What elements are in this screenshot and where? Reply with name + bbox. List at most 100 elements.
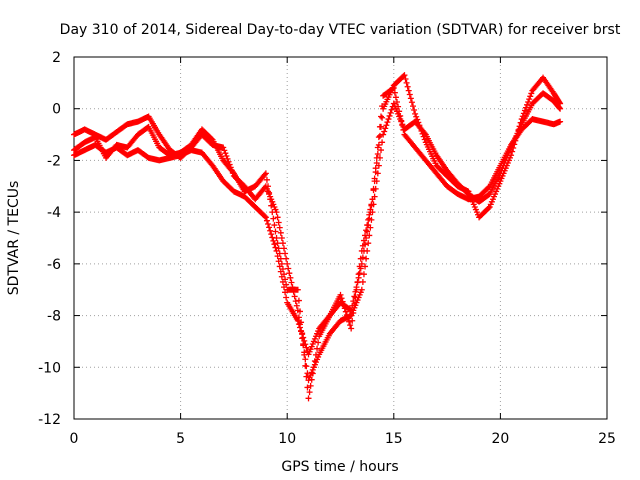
data-point bbox=[418, 127, 425, 134]
data-point bbox=[339, 298, 346, 305]
data-point bbox=[386, 112, 393, 119]
data-point bbox=[340, 301, 347, 308]
data-point bbox=[296, 308, 303, 315]
data-point bbox=[360, 237, 367, 244]
data-point bbox=[270, 237, 277, 244]
data-point bbox=[407, 95, 414, 102]
data-point bbox=[350, 298, 357, 305]
data-point bbox=[355, 271, 362, 278]
data-point bbox=[358, 247, 365, 254]
data-point bbox=[279, 240, 286, 247]
data-point bbox=[315, 339, 322, 346]
data-point bbox=[367, 206, 374, 213]
data-point bbox=[368, 201, 375, 208]
y-axis-label: SDTVAR / TECUs bbox=[6, 181, 22, 296]
data-point bbox=[275, 219, 282, 226]
data-point bbox=[295, 314, 302, 321]
data-point bbox=[518, 116, 525, 123]
data-point bbox=[412, 110, 419, 117]
data-point bbox=[525, 98, 532, 105]
data-point bbox=[294, 286, 301, 293]
data-point bbox=[275, 245, 282, 252]
data-point bbox=[278, 235, 285, 241]
data-point bbox=[406, 91, 413, 98]
data-point bbox=[405, 87, 412, 94]
data-point bbox=[270, 215, 277, 222]
data-point bbox=[307, 382, 314, 389]
data-point bbox=[358, 286, 365, 293]
y-tick-label: -12 bbox=[38, 412, 61, 428]
data-point bbox=[309, 370, 316, 377]
data-point bbox=[293, 302, 300, 309]
data-point bbox=[376, 132, 383, 139]
data-point bbox=[364, 247, 371, 254]
data-point bbox=[385, 116, 392, 123]
data-point bbox=[306, 389, 313, 396]
data-point bbox=[271, 222, 278, 229]
data-point bbox=[517, 119, 524, 126]
data-point bbox=[348, 325, 355, 332]
data-point bbox=[416, 122, 423, 129]
data-point bbox=[274, 240, 281, 247]
data-point bbox=[276, 250, 283, 257]
data-point bbox=[375, 141, 382, 148]
data-point bbox=[359, 278, 366, 285]
data-point bbox=[314, 345, 321, 352]
data-point bbox=[281, 245, 288, 252]
data-point bbox=[208, 135, 215, 142]
x-tick-label: 15 bbox=[385, 431, 403, 447]
data-point bbox=[515, 126, 522, 133]
data-point bbox=[261, 171, 268, 178]
data-point bbox=[415, 119, 422, 126]
data-point bbox=[419, 130, 426, 137]
data-point bbox=[526, 96, 533, 103]
data-point bbox=[281, 271, 288, 278]
data-point bbox=[265, 221, 272, 228]
data-point bbox=[310, 364, 317, 371]
x-axis-label: GPS time / hours bbox=[281, 459, 398, 475]
data-point bbox=[282, 276, 289, 283]
data-point bbox=[311, 358, 318, 365]
x-tick-label: 10 bbox=[278, 431, 296, 447]
data-point bbox=[283, 281, 290, 288]
data-point bbox=[273, 235, 280, 241]
data-point bbox=[370, 187, 377, 194]
data-point bbox=[384, 119, 391, 126]
data-point bbox=[305, 395, 312, 402]
data-point bbox=[372, 169, 379, 176]
data-point bbox=[557, 118, 564, 125]
data-point bbox=[382, 125, 389, 132]
data-point bbox=[402, 75, 409, 82]
data-point bbox=[344, 315, 351, 322]
data-point bbox=[346, 318, 353, 325]
data-point bbox=[274, 214, 281, 221]
data-point bbox=[267, 196, 274, 203]
data-point bbox=[286, 270, 293, 277]
data-point bbox=[341, 305, 348, 312]
data-point bbox=[342, 308, 349, 315]
data-point bbox=[300, 341, 307, 348]
data-point bbox=[357, 255, 364, 262]
data-point bbox=[349, 317, 356, 324]
data-point bbox=[343, 312, 350, 319]
data-point bbox=[360, 271, 367, 278]
data-point bbox=[284, 260, 291, 267]
data-point bbox=[279, 266, 286, 273]
y-tick-label: -2 bbox=[47, 153, 61, 169]
x-tick-label: 20 bbox=[491, 431, 509, 447]
data-point bbox=[378, 123, 385, 130]
data-point bbox=[524, 101, 531, 108]
data-point bbox=[383, 122, 390, 129]
data-point bbox=[338, 295, 345, 302]
data-point bbox=[283, 255, 290, 262]
data-point bbox=[417, 125, 424, 132]
data-point bbox=[220, 144, 227, 151]
data-point bbox=[272, 228, 279, 235]
data-point bbox=[401, 72, 408, 79]
data-point bbox=[381, 128, 388, 135]
data-point bbox=[294, 317, 301, 324]
data-point bbox=[522, 104, 529, 111]
data-point bbox=[276, 224, 283, 231]
